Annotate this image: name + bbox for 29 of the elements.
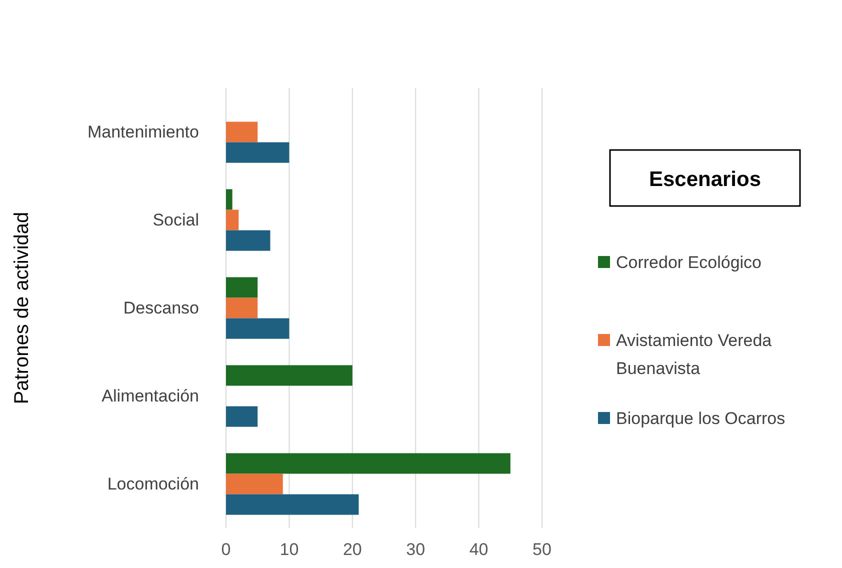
bar bbox=[226, 122, 258, 142]
bar bbox=[226, 494, 359, 515]
y-tick-label: Mantenimiento bbox=[87, 122, 199, 142]
bar bbox=[226, 298, 258, 318]
y-tick-label: Social bbox=[152, 210, 199, 230]
y-tick-label: Locomoción bbox=[107, 474, 199, 494]
bar bbox=[226, 142, 290, 163]
bar bbox=[226, 189, 232, 210]
x-tick-label: 10 bbox=[280, 540, 299, 560]
bar bbox=[226, 474, 283, 494]
x-tick-label: 20 bbox=[342, 540, 362, 560]
y-tick-label: Descanso bbox=[123, 298, 199, 318]
x-tick-label: 50 bbox=[532, 540, 552, 560]
y-axis-title: Patrones de actividad bbox=[11, 212, 33, 404]
x-tick-label: 40 bbox=[469, 540, 488, 560]
legend-label: Avistamiento Vereda Buenavista bbox=[616, 331, 772, 378]
x-tick-label: 30 bbox=[406, 540, 426, 560]
bar bbox=[226, 406, 258, 427]
bar bbox=[226, 365, 352, 386]
bar bbox=[226, 318, 290, 339]
y-tick-label: Alimentación bbox=[102, 386, 199, 406]
bar bbox=[226, 277, 258, 298]
bar bbox=[226, 230, 270, 251]
bar bbox=[226, 210, 239, 230]
legend-label: Bioparque los Ocarros bbox=[616, 409, 786, 428]
bar bbox=[226, 453, 510, 474]
legend-label: Corredor Ecológico bbox=[616, 253, 762, 272]
legend-title: Escenarios bbox=[648, 168, 762, 191]
x-tick-label: 0 bbox=[221, 540, 231, 560]
